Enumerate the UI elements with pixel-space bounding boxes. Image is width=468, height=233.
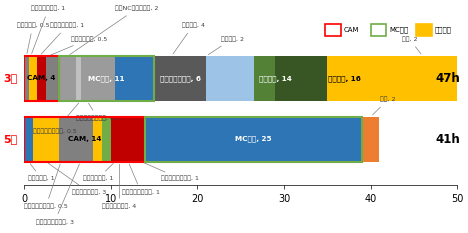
Text: 蓋面モデリング, 4: 蓋面モデリング, 4	[102, 164, 137, 209]
Bar	[154, 56, 206, 101]
Text: CAM: CAM	[344, 27, 359, 33]
Text: 段取り検討, 1: 段取り検討, 1	[28, 164, 55, 182]
Bar	[111, 117, 146, 161]
Bar	[275, 56, 327, 101]
Text: 座標系の設定, 1: 座標系の設定, 1	[83, 164, 113, 182]
Bar	[102, 117, 111, 161]
Text: 電極データ作成, 6: 電極データ作成, 6	[160, 75, 201, 82]
Text: 割り出し角度検討, 3: 割り出し角度検討, 3	[36, 164, 80, 225]
Text: CAM, 14: CAM, 14	[68, 136, 102, 142]
Text: 蓋面モデリング, 1: 蓋面モデリング, 1	[41, 23, 85, 54]
Bar	[327, 56, 466, 101]
Bar	[80, 56, 115, 101]
Text: 電極測定, 2: 電極測定, 2	[208, 36, 243, 55]
Text: 47h: 47h	[436, 72, 461, 85]
Bar	[85, 117, 94, 161]
Text: 座標系の設定, 0.5: 座標系の設定, 0.5	[51, 36, 107, 55]
Text: 3軸: 3軸	[3, 73, 17, 83]
FancyBboxPatch shape	[416, 24, 431, 36]
Text: CAM, 4: CAM, 4	[27, 75, 56, 82]
Text: シミュレーション, 0.5: シミュレーション, 0.5	[76, 103, 120, 121]
Bar	[24, 56, 59, 101]
Bar	[24, 56, 29, 101]
Text: パラメーター設定, 0.5: パラメーター設定, 0.5	[33, 103, 79, 134]
Bar	[206, 56, 254, 101]
Bar	[146, 117, 362, 161]
Bar	[37, 56, 46, 101]
Text: 加工エリア検討, 1: 加工エリア検討, 1	[31, 6, 66, 54]
Bar	[466, 56, 468, 101]
Text: 電極NCデータ作成, 2: 電極NCデータ作成, 2	[70, 6, 159, 55]
Bar	[146, 117, 362, 161]
Bar	[59, 117, 63, 161]
Text: MC加工, 11: MC加工, 11	[88, 75, 125, 82]
Text: 段取り検討, 0.5: 段取り検討, 0.5	[17, 23, 49, 53]
Text: 放電加工, 16: 放電加工, 16	[328, 75, 361, 82]
Bar	[76, 56, 80, 101]
Text: パラメーター設定, 0.5: パラメーター設定, 0.5	[24, 164, 68, 209]
FancyBboxPatch shape	[371, 24, 386, 36]
Bar	[50, 56, 59, 101]
Bar	[33, 117, 59, 161]
Text: パラメーター設定, 1: パラメーター設定, 1	[122, 164, 160, 195]
Text: 加工エリア検討, 3: 加工エリア検討, 3	[48, 163, 106, 195]
Bar	[254, 56, 275, 101]
Bar	[24, 117, 146, 161]
Text: MC加工: MC加工	[389, 27, 409, 33]
Text: MC加工, 25: MC加工, 25	[235, 136, 272, 142]
Text: 5軸: 5軸	[3, 134, 17, 144]
Text: 電極関係, 14: 電極関係, 14	[259, 75, 292, 82]
Bar	[59, 56, 76, 101]
FancyBboxPatch shape	[325, 24, 341, 36]
Bar	[59, 56, 154, 101]
Text: 測定, 2: 測定, 2	[373, 97, 395, 115]
Text: シミュレーション, 1: シミュレーション, 1	[144, 163, 199, 182]
Text: 41h: 41h	[436, 133, 461, 146]
Text: 放電関連: 放電関連	[435, 27, 452, 33]
Bar	[362, 117, 379, 161]
Bar	[29, 56, 37, 101]
Bar	[46, 56, 50, 101]
Text: 電極加工, 4: 電極加工, 4	[173, 23, 205, 54]
Bar	[94, 117, 102, 161]
Text: 測定, 2: 測定, 2	[402, 36, 421, 54]
Bar	[63, 117, 85, 161]
Bar	[24, 117, 33, 161]
Bar	[115, 56, 154, 101]
